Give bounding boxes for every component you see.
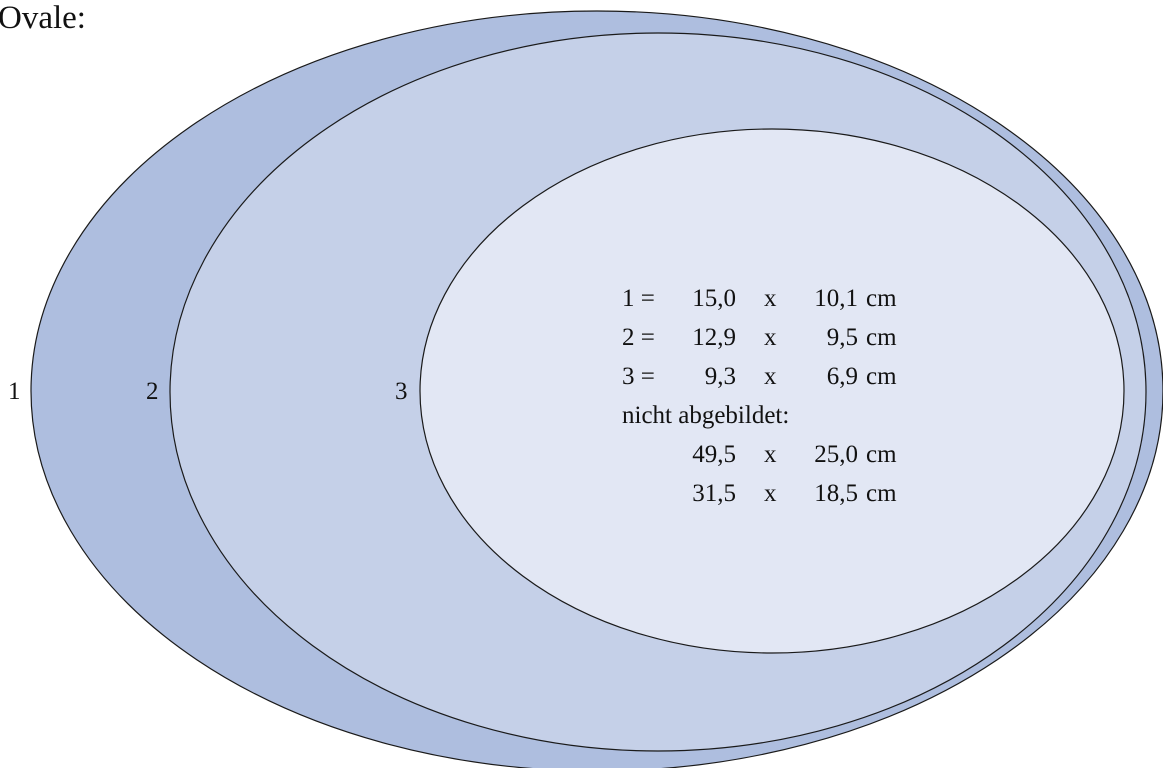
size-row-unit: cm [866,324,897,351]
size-row-width: 15,0 [692,285,736,312]
size-row-times: x [764,441,777,468]
oval-stack [30,10,1163,768]
size-row-2: 2 = 12,9 x 9,5 cm [622,324,897,351]
size-row-1: 1 = 15,0 x 10,1 cm [622,285,897,312]
size-row-width: 9,3 [705,363,736,390]
not-shown-row-1: 49,5 x 25,0 cm [692,441,897,468]
oval-3-label: 3 [395,378,408,405]
size-row-id: 2 = [622,324,655,351]
oval-3-shape [419,128,1125,654]
oval-2-label: 2 [146,378,159,405]
size-row-unit: cm [866,363,897,390]
size-row-height: 9,5 [827,324,858,351]
not-shown-heading: nicht abgebildet: [622,402,789,429]
size-row-times: x [764,363,777,390]
size-row-times: x [764,324,777,351]
size-row-height: 18,5 [814,480,858,507]
page-title: Ovale: [0,0,86,36]
size-row-width: 31,5 [692,480,736,507]
size-row-unit: cm [866,285,897,312]
size-row-height: 25,0 [814,441,858,468]
size-row-unit: cm [866,441,897,468]
size-row-width: 12,9 [692,324,736,351]
size-row-times: x [764,285,777,312]
size-row-id: 3 = [622,363,655,390]
size-row-times: x [764,480,777,507]
size-row-id: 1 = [622,285,655,312]
not-shown-row-2: 31,5 x 18,5 cm [692,480,897,507]
size-row-unit: cm [866,480,897,507]
size-row-width: 49,5 [692,441,736,468]
size-row-3: 3 = 9,3 x 6,9 cm [622,363,897,390]
size-list: 1 = 15,0 x 10,1 cm 2 = 12,9 x 9,5 cm 3 =… [622,285,897,507]
oval-1-label: 1 [8,378,21,405]
size-row-height: 6,9 [827,363,858,390]
size-row-height: 10,1 [814,285,858,312]
